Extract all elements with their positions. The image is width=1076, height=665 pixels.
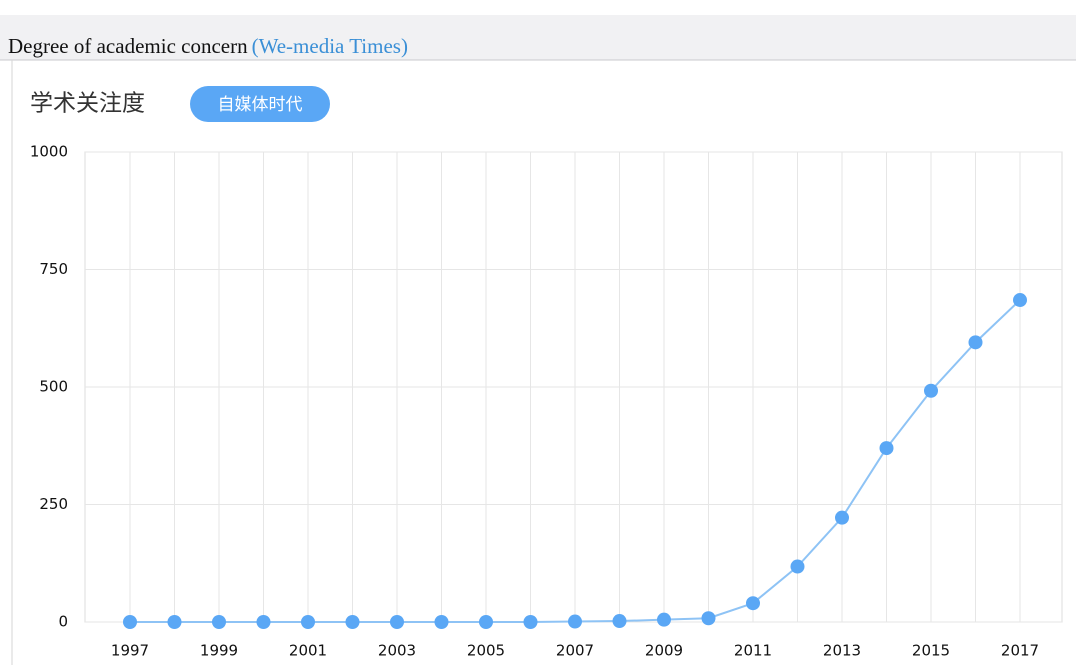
data-point bbox=[568, 614, 582, 629]
data-point bbox=[879, 441, 894, 456]
header-bar bbox=[0, 15, 1076, 60]
x-tick-label: 2001 bbox=[289, 642, 327, 660]
tab-button-label[interactable]: 自媒体时代 bbox=[218, 95, 303, 115]
data-point bbox=[123, 615, 137, 629]
y-tick-label: 1000 bbox=[30, 143, 68, 161]
data-point bbox=[790, 559, 805, 574]
tab-button[interactable] bbox=[190, 86, 330, 122]
header-title: Degree of academic concern bbox=[8, 34, 248, 58]
x-tick-label: 2005 bbox=[467, 642, 505, 660]
data-point bbox=[345, 615, 360, 629]
data-point bbox=[390, 615, 404, 629]
x-tick-label: 2009 bbox=[645, 642, 683, 660]
x-tick-label: 1999 bbox=[200, 642, 238, 660]
data-point bbox=[701, 611, 716, 626]
data-point bbox=[167, 615, 182, 629]
y-tick-label: 0 bbox=[58, 613, 68, 631]
x-tick-label: 2007 bbox=[556, 642, 594, 660]
y-tick-label: 750 bbox=[39, 260, 68, 278]
data-point bbox=[434, 615, 449, 629]
data-point bbox=[256, 615, 271, 629]
data-point bbox=[835, 510, 849, 525]
x-tick-label: 2003 bbox=[378, 642, 416, 660]
data-point bbox=[479, 615, 493, 629]
header-subtitle: (We-media Times) bbox=[252, 34, 408, 58]
data-point bbox=[301, 615, 315, 629]
x-tick-label: 1997 bbox=[111, 642, 149, 660]
y-tick-label: 500 bbox=[39, 378, 68, 396]
data-point bbox=[657, 612, 671, 627]
data-point bbox=[924, 383, 938, 398]
x-tick-label: 2011 bbox=[734, 642, 772, 660]
y-tick-label: 250 bbox=[39, 495, 68, 513]
data-point bbox=[746, 596, 760, 611]
data-point bbox=[612, 614, 627, 629]
data-point bbox=[523, 615, 538, 629]
chart-title: 学术关注度 bbox=[30, 91, 145, 117]
x-tick-label: 2017 bbox=[1001, 642, 1039, 660]
header: Degree of academic concern (We-media Time… bbox=[8, 34, 408, 58]
x-tick-label: 2015 bbox=[912, 642, 950, 660]
data-point bbox=[1013, 293, 1027, 308]
x-tick-label: 2013 bbox=[823, 642, 861, 660]
data-point bbox=[212, 615, 226, 629]
data-point bbox=[968, 335, 983, 350]
